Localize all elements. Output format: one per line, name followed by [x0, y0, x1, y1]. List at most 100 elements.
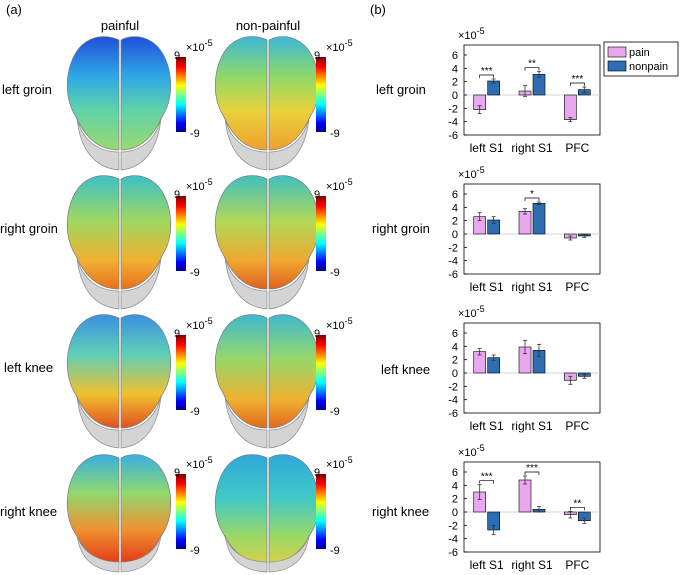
bar-pain: [564, 94, 577, 120]
y-tick-label: 2: [452, 355, 458, 367]
x-tick-label: left S1: [470, 141, 504, 155]
brain-map-left-knee-painful: [66, 314, 172, 449]
row-label-left-groin-a: left groin: [2, 82, 52, 97]
plot-area: [463, 44, 601, 136]
x-tick-label: PFC: [565, 419, 589, 433]
y-tick-label: -2: [448, 520, 458, 532]
colorbar-max-label: 9: [174, 50, 180, 62]
legend-label-nonpain: nonpain: [629, 61, 668, 73]
row-label-right-groin-b: right groin: [372, 221, 430, 236]
y-tick-label: -6: [448, 408, 458, 420]
y-tick-label: -6: [448, 547, 458, 559]
y-tick-label: -4: [448, 117, 458, 129]
brain-map-left-groin-painful: [66, 36, 172, 171]
brain-map-right-groin-non-painful: [214, 175, 320, 310]
x-tick-label: left S1: [470, 419, 504, 433]
x-tick-label: PFC: [565, 280, 589, 294]
legend-swatch-nonpain: [607, 60, 627, 72]
significance-stars: ***: [481, 472, 493, 483]
x-tick-label: right S1: [511, 280, 553, 294]
bar-pain: [518, 211, 532, 235]
panel-label-a: (a): [6, 2, 22, 17]
y-tick-label: 2: [452, 494, 458, 506]
y-tick-label: 6: [452, 50, 458, 62]
bar-chart-right-groin: 64 20-2 -4-6 ×10-5 left S1 right S1 PFC *: [448, 165, 601, 294]
colorbar-gradient: [176, 474, 186, 549]
axis-exponent: ×10-5: [458, 443, 485, 459]
brain-map-left-groin-non-painful: [214, 36, 320, 171]
y-tick-label: 0: [452, 229, 458, 241]
axis-exponent: ×10-5: [458, 304, 485, 320]
colorbar-max-label: 9: [174, 467, 180, 479]
legend: pain nonpain: [603, 41, 679, 77]
significance-bracket: [479, 74, 495, 78]
y-tick-label: 0: [452, 507, 458, 519]
x-tick-label: PFC: [565, 141, 589, 155]
colorbar-gradient: [176, 335, 186, 410]
brain-map-right-knee-non-painful: [214, 454, 320, 573]
plot-area: [463, 322, 601, 414]
significance-bracket: [569, 506, 585, 511]
column-title-non-painful: non-painful: [235, 18, 301, 33]
y-tick-label: -4: [448, 256, 458, 268]
row-label-right-knee-b: right knee: [372, 504, 430, 519]
colorbar-max-label: 9: [314, 328, 320, 340]
colorbar-max-label: 9: [314, 467, 320, 479]
y-tick-label: 0: [452, 368, 458, 380]
significance-bracket: [569, 82, 585, 86]
significance-stars: *: [530, 189, 534, 200]
colorbar-min-label: -9: [330, 128, 340, 140]
colorbar-max-label: 9: [314, 189, 320, 201]
significance-bracket: [524, 67, 540, 71]
row-label-right-knee-a: right knee: [0, 504, 58, 519]
colorbar-min-label: -9: [330, 267, 340, 279]
x-tick-label: left S1: [470, 558, 504, 572]
colorbar-min-label: -9: [330, 406, 340, 418]
x-tick-label: right S1: [511, 419, 553, 433]
y-tick-label: -6: [448, 130, 458, 142]
y-tick-label: 4: [452, 341, 458, 353]
significance-stars: ***: [481, 66, 493, 77]
row-label-right-groin-a: right groin: [0, 221, 58, 236]
x-tick-label: right S1: [511, 558, 553, 572]
row-label-left-groin-b: left groin: [376, 82, 426, 97]
y-tick-label: -6: [448, 269, 458, 281]
y-tick-label: 0: [452, 90, 458, 102]
y-tick-label: -2: [448, 103, 458, 115]
colorbar-gradient: [176, 196, 186, 271]
legend-label-pain: pain: [629, 47, 650, 59]
y-tick-label: -2: [448, 242, 458, 254]
significance-bracket: [524, 471, 540, 475]
plot-area: [463, 183, 601, 275]
y-tick-label: 4: [452, 202, 458, 214]
colorbar-gradient: [316, 335, 326, 410]
significance-bracket: [479, 480, 495, 484]
significance-stars: ***: [571, 74, 583, 85]
colorbar-min-label: -9: [190, 545, 200, 557]
y-tick-label: 6: [452, 189, 458, 201]
colorbar-gradient: [316, 57, 326, 132]
y-tick-label: -4: [448, 395, 458, 407]
x-tick-label: left S1: [470, 280, 504, 294]
brain-map-right-groin-painful: [66, 175, 172, 310]
brain-maps-figure: ×10-59-9×10-59-9×10-59-9×10-59-9×10-59-9…: [66, 36, 353, 573]
colorbar-gradient: [176, 57, 186, 132]
y-tick-label: 4: [452, 63, 458, 75]
significance-bracket: [524, 197, 540, 201]
colorbar-min-label: -9: [190, 406, 200, 418]
y-tick-label: 6: [452, 467, 458, 479]
y-tick-label: 4: [452, 480, 458, 492]
axis-exponent: ×10-5: [458, 26, 485, 42]
y-tick-label: 2: [452, 77, 458, 89]
bar-nonpain: [532, 203, 546, 235]
colorbar-max-label: 9: [174, 189, 180, 201]
bar-pain: [518, 479, 532, 513]
significance-stars: **: [573, 498, 581, 509]
y-tick-label: 6: [452, 328, 458, 340]
colorbar-gradient: [316, 474, 326, 549]
brain-map-right-knee-painful: [66, 454, 172, 573]
x-tick-label: PFC: [565, 558, 589, 572]
column-title-painful: painful: [100, 18, 140, 33]
